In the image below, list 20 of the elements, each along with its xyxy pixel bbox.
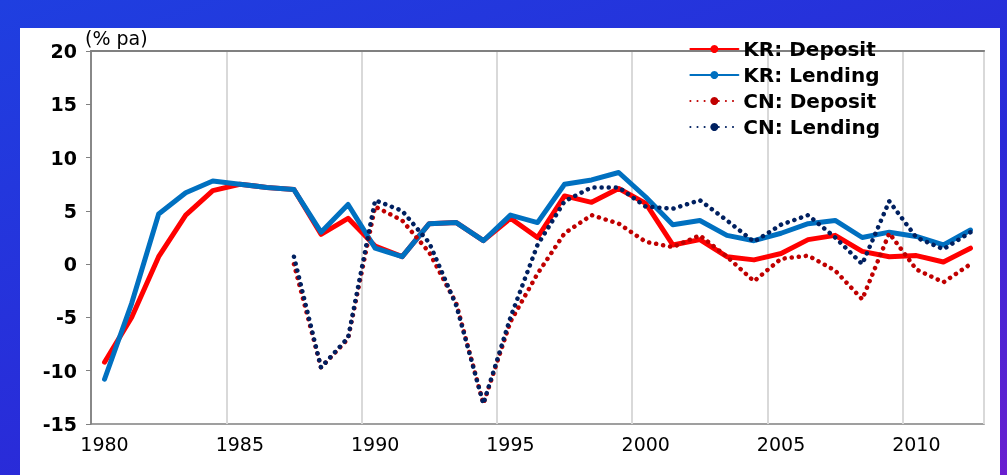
y-tick-label: 15 [50, 93, 77, 116]
y-tick-label: 20 [50, 40, 77, 62]
y-axis-title: (% pa) [85, 26, 148, 49]
x-tick-label: 1980 [80, 432, 129, 455]
x-tick-label: 2010 [892, 432, 941, 455]
x-tick-label: 1995 [486, 432, 535, 455]
x-tick-label: 1990 [350, 432, 400, 455]
y-tick-label: 5 [63, 199, 77, 222]
legend-label: CN: Deposit [743, 89, 877, 113]
y-tick-label: 10 [50, 146, 77, 169]
y-tick-label: -5 [55, 306, 77, 329]
y-tick-label: -10 [42, 359, 77, 382]
y-tick-label: -15 [42, 413, 77, 435]
x-tick-label: 2005 [756, 432, 806, 455]
legend-label: CN: Lending [743, 115, 881, 139]
x-tick-label: 1985 [215, 432, 265, 455]
legend-label: KR: Deposit [743, 37, 877, 61]
x-tick-label: 2000 [621, 432, 670, 455]
y-tick-label: 0 [63, 253, 77, 276]
legend-label: KR: Lending [743, 63, 880, 87]
